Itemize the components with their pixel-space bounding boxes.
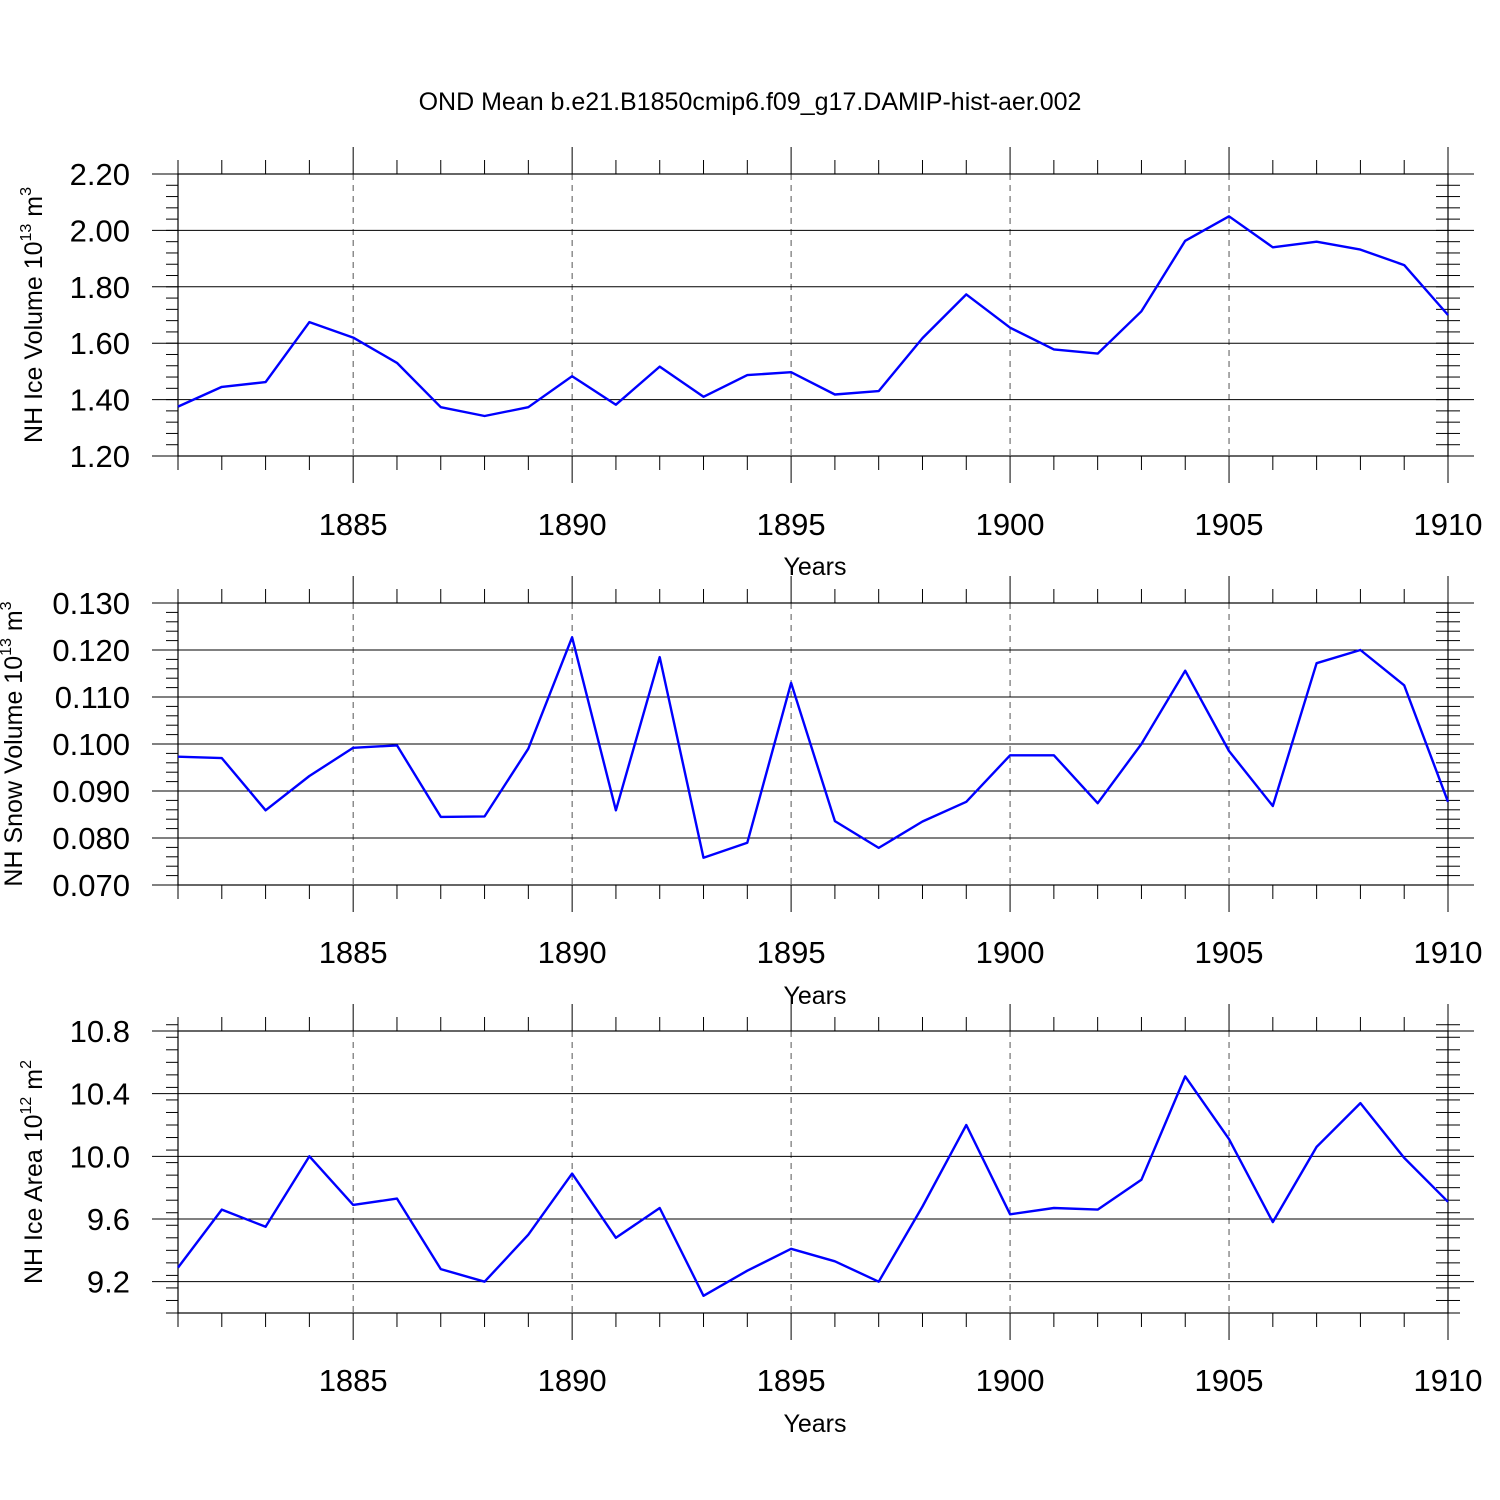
panel-ice-area: 9.2 9.6 10.0 10.4 10.8 1885 1890 1895 1900 1905 19… <box>18 1004 1482 1438</box>
y-tick-label: 2.00 <box>70 213 130 248</box>
y-tick-label: 0.110 <box>55 680 130 715</box>
y-tick-label: 10.4 <box>70 1077 130 1112</box>
y-tick-label: 0.100 <box>52 727 130 762</box>
y-tick-label: 0.090 <box>52 774 130 809</box>
series-line <box>177 636 1450 859</box>
x-tick-label: 1890 <box>538 1363 607 1398</box>
x-tick-label: 1910 <box>1414 935 1483 970</box>
x-tick-label: 1885 <box>319 935 388 970</box>
y-axis-title: NH Snow Volume 1013 m3 <box>0 601 28 886</box>
y-tick-label: 0.070 <box>52 868 130 903</box>
x-axis-title: Years <box>783 553 846 581</box>
y-tick-label: 10.8 <box>70 1014 130 1049</box>
x-axis-title: Years <box>783 1410 846 1438</box>
y-tick-label: 0.120 <box>52 633 130 668</box>
x-tick-label: 1895 <box>757 1363 826 1398</box>
y-axis-title: NH Ice Volume 1013 m3 <box>18 187 48 443</box>
y-tick-label: 0.080 <box>52 821 130 856</box>
x-tick-label: 1905 <box>1195 1363 1264 1398</box>
x-tick-label: 1885 <box>319 507 388 542</box>
x-tick-label: 1905 <box>1195 507 1264 542</box>
y-tick-label: 1.20 <box>70 439 130 474</box>
panel-ice-volume: 1.20 1.40 1.60 1.80 2.00 2.20 1885 1890 1895 1900… <box>18 147 1482 581</box>
x-tick-label: 1885 <box>319 1363 388 1398</box>
x-tick-label: 1890 <box>538 935 607 970</box>
x-tick-label: 1900 <box>976 1363 1045 1398</box>
y-tick-label: 1.40 <box>70 383 130 418</box>
plot-frame <box>177 173 1449 457</box>
y-tick-label: 1.80 <box>70 270 130 305</box>
y-axis-title: NH Ice Area 1012 m2 <box>18 1060 48 1284</box>
panel-snow-volume: 0.070 0.080 0.090 0.100 0.110 0.120 0.130 1885 1… <box>0 576 1482 1010</box>
x-tick-label: 1895 <box>757 935 826 970</box>
x-axis-title: Years <box>783 982 846 1010</box>
x-tick-label: 1905 <box>1195 935 1264 970</box>
x-tick-label: 1910 <box>1414 507 1483 542</box>
y-tick-label: 0.130 <box>52 586 130 621</box>
chart-title: OND Mean b.e21.B1850cmip6.f09_g17.DAMIP-… <box>419 88 1082 116</box>
series-line <box>177 1075 1449 1298</box>
y-tick-label: 9.6 <box>87 1202 130 1237</box>
y-tick-label: 10.0 <box>70 1139 130 1174</box>
x-tick-label: 1900 <box>976 935 1045 970</box>
x-tick-label: 1890 <box>538 507 607 542</box>
y-tick-label: 1.60 <box>70 326 130 361</box>
plot-frame <box>177 1030 1449 1314</box>
y-tick-label: 2.20 <box>70 157 130 192</box>
x-tick-label: 1895 <box>757 507 826 542</box>
x-tick-label: 1910 <box>1414 1363 1483 1398</box>
series-line <box>177 215 1449 418</box>
x-tick-label: 1900 <box>976 507 1045 542</box>
y-tick-label: 9.2 <box>87 1265 130 1300</box>
